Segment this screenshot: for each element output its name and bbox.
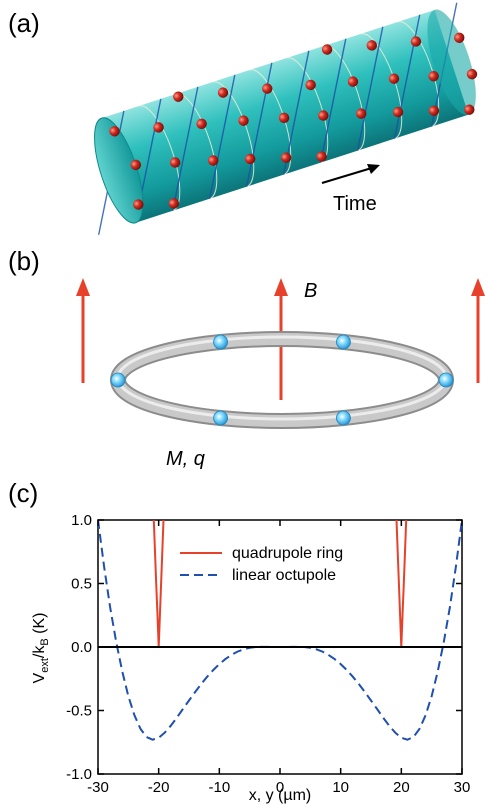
ion-blue (213, 410, 228, 426)
panel-b-ring-illustration: B M, q (76, 278, 485, 470)
x-tick-label: 10 (332, 779, 349, 796)
ion-blue (213, 334, 228, 350)
ion-red (196, 118, 207, 130)
ion-red (464, 104, 475, 115)
ion-red (410, 36, 422, 47)
time-arrow (321, 166, 376, 184)
ion-red (278, 112, 290, 124)
y-tick-label: 1.0 (71, 512, 92, 529)
panel-label-a: (a) (8, 8, 40, 38)
y-axis-label-sub2: B (39, 638, 51, 645)
x-axis-label: x, y (µm) (249, 787, 312, 804)
y-ticks: -1.0 -0.5 0.0 0.5 1.0 (66, 512, 462, 783)
ion-red (454, 32, 465, 43)
ion-red (321, 44, 333, 55)
field-arrow-left (76, 278, 90, 383)
y-axis-label-mid: /k (31, 645, 48, 658)
ion-red (153, 122, 164, 133)
x-tick-label: -20 (148, 779, 170, 796)
ion-red (168, 198, 180, 209)
panel-c-potential-chart: -30 -20 -10 0 10 20 30 -1.0 -0.5 0.0 0.5 1.0 quadr… (31, 512, 470, 804)
time-arrow-head (367, 164, 380, 174)
ion-blue (336, 334, 351, 350)
ion-red (428, 105, 440, 116)
field-arrow-right (471, 278, 485, 383)
ion-red (466, 68, 478, 80)
ion-red (262, 83, 273, 94)
x-tick-label: 0 (276, 779, 284, 796)
ion-red (133, 199, 144, 210)
cylinder-helix-line (208, 74, 236, 199)
x-tick-label: 30 (454, 779, 471, 796)
ion-red (428, 70, 439, 82)
ion-red (217, 87, 229, 98)
cylinder-helix-line (393, 14, 421, 139)
y-axis-label: Vext/kB (K) (31, 613, 51, 684)
ion-red (305, 79, 316, 91)
particle-label: M, q (166, 448, 205, 470)
cylinder-ring-line (397, 21, 440, 128)
y-tick-label: 0.0 (71, 639, 92, 656)
ions-on-ring (110, 334, 454, 426)
ion-red (244, 153, 256, 165)
x-tick-label: 20 (393, 779, 410, 796)
cylinder-ring-line (323, 45, 366, 152)
y-axis-label-unit: (K) (31, 613, 48, 639)
series-quadrupole-ring-well-1 (152, 520, 165, 648)
cylinder-helix-line (356, 26, 384, 151)
panel-label-c: (c) (8, 478, 39, 508)
cylinder-back-cap (427, 9, 476, 115)
cylinder-helix-line (319, 38, 347, 163)
panel-label-b: (b) (8, 246, 40, 276)
ion-red (356, 108, 367, 119)
y-axis-label-sub1: ext (39, 658, 51, 673)
x-tick-label: -30 (87, 779, 109, 796)
cylinder-ring-line (175, 93, 218, 200)
ion-red (366, 40, 377, 51)
ion-blue (336, 410, 351, 426)
ion-blue (110, 372, 126, 388)
cylinder-helix-line (171, 86, 199, 211)
y-tick-label: -1.0 (66, 766, 92, 783)
ion-red (238, 115, 249, 126)
ion-blue (438, 372, 454, 388)
ion-red (208, 155, 219, 166)
ion-red (316, 151, 327, 162)
ion-red (173, 91, 184, 102)
x-tick-label: -10 (208, 779, 230, 796)
field-label: B (304, 280, 317, 302)
ion-red (130, 159, 141, 171)
ion-red (347, 76, 359, 87)
legend: quadrupole ring linear octupole (180, 545, 343, 584)
y-axis-label-main: V (31, 672, 48, 683)
ion-red (318, 110, 329, 121)
cylinder-ring-line (212, 81, 255, 188)
ions-on-cylinder (109, 32, 478, 210)
ion-red (109, 126, 120, 137)
legend-label-octupole: linear octupole (232, 567, 336, 584)
time-label: Time (333, 193, 377, 215)
ion-red (388, 73, 400, 84)
y-tick-label: 0.5 (71, 576, 92, 593)
series-quadrupole-ring-well-2 (395, 520, 408, 648)
ion-red (280, 152, 292, 163)
panel-a-cylinder-illustration: Time (94, 2, 478, 235)
ion-red (392, 106, 404, 118)
ion-red (169, 157, 181, 168)
y-tick-label: -0.5 (66, 703, 92, 720)
x-ticks: -30 -20 -10 0 10 20 30 (87, 520, 470, 796)
legend-label-quadrupole: quadrupole ring (232, 545, 343, 562)
